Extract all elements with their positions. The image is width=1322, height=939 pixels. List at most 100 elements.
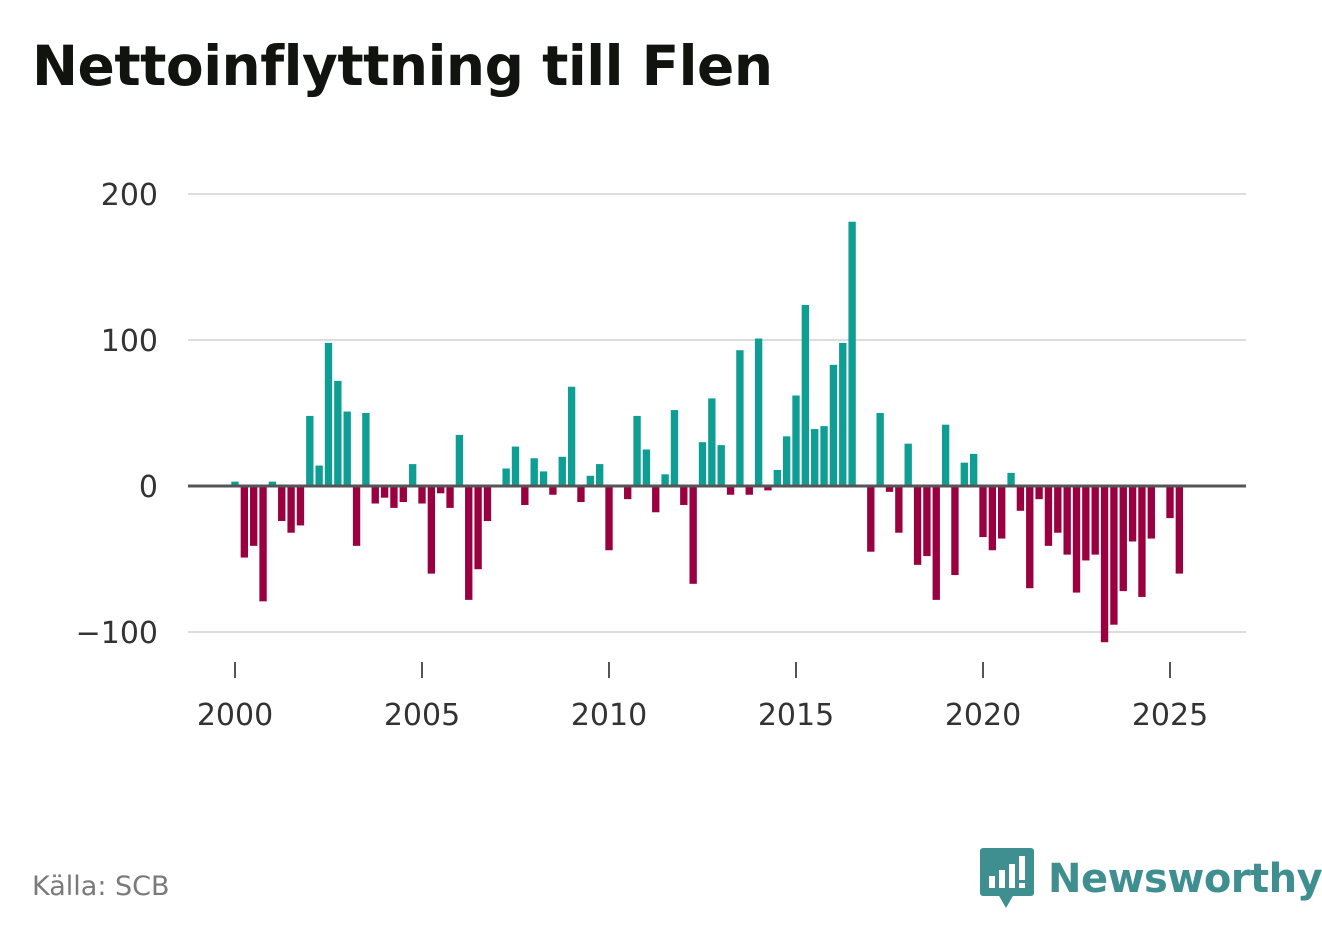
bar [642,449,651,486]
bar [801,304,810,486]
brand-name: Newsworthy [1048,856,1322,902]
bar [1128,486,1137,542]
axes: −100 0 100 200 2000 2005 2010 2015 2020 2025 [76,178,1246,733]
bar [530,458,538,486]
bar [895,486,903,533]
bar [567,386,576,486]
bar [306,415,314,486]
bar [278,486,286,522]
bar [595,464,604,486]
bar [932,486,940,600]
x-tick-label: 2010 [571,698,647,733]
bar [437,486,445,494]
bar [240,486,249,558]
bar [408,464,417,486]
gridlines [188,193,1246,633]
bar [885,486,894,492]
bar [848,221,856,487]
bar [1044,486,1053,546]
bar [652,486,660,513]
bar [839,342,847,486]
bar [539,471,548,486]
bar [352,486,361,546]
x-tick-label: 2025 [1132,698,1208,733]
bar [754,338,763,486]
bar [782,436,791,486]
bar [941,424,950,486]
bar [773,469,781,486]
x-tick-label: 2015 [758,698,834,733]
bar [717,445,725,486]
bar [670,410,679,486]
bar [287,486,295,533]
bar [296,486,305,526]
bar [521,486,529,505]
bar [960,462,968,486]
bar [465,486,473,600]
bars [231,221,1184,643]
bar [680,486,688,505]
bar [483,486,492,522]
bar [418,486,426,504]
bar [380,486,389,498]
bar [1175,486,1184,574]
bar [689,486,697,584]
x-tick-label: 2000 [197,698,273,733]
source-label: Källa: SCB [32,871,170,902]
bar [764,486,772,491]
bar [708,398,716,486]
y-tick-label: 100 [101,324,158,359]
bar [811,429,819,486]
bar [250,486,258,546]
bar [1035,486,1043,500]
bar [1119,486,1127,592]
bar [829,364,838,486]
newsworthy-logo[interactable]: Newsworthy [980,848,1322,910]
y-tick-label: −100 [76,616,158,651]
bar [913,486,922,565]
bar [661,474,669,486]
bar [446,486,454,508]
bar [633,415,641,486]
chart-title: Nettoinflyttning till Flen [32,34,773,98]
bar [1016,486,1025,511]
bar [1147,486,1155,539]
bar [979,486,987,538]
bar [268,481,277,486]
bar [1063,486,1071,555]
bar [1138,486,1146,597]
bar [1091,486,1099,555]
bar [998,486,1006,539]
bar [577,486,585,503]
bar [390,486,398,508]
y-tick-label: 0 [139,470,158,505]
bar [726,486,735,495]
bar [558,456,566,486]
bar [867,486,875,552]
bar [876,413,884,486]
bar [820,426,828,486]
bar [1054,486,1062,533]
bar [605,486,613,551]
bar [951,486,959,576]
bar [1166,486,1174,519]
bar [259,486,267,602]
bar [969,453,978,486]
x-tick-label: 2020 [945,698,1021,733]
bar [624,486,632,500]
bar [334,380,342,486]
bar [231,481,239,486]
bar [343,411,351,486]
bar [698,442,707,486]
bar [1007,472,1015,486]
x-tick-label: 2005 [384,698,460,733]
bar [792,395,800,486]
bar [324,342,333,486]
bar [586,475,594,486]
bar [455,434,464,486]
newsworthy-logo-icon [980,848,1034,908]
bar [549,486,557,495]
bar [1072,486,1081,593]
bar [362,413,370,486]
